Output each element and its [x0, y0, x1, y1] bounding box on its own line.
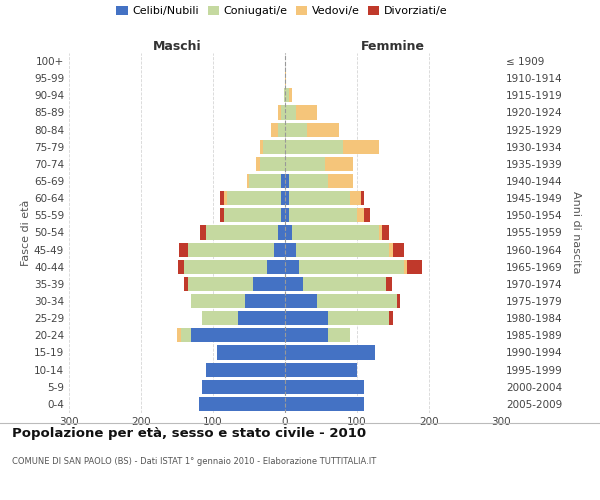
Bar [206, 226, 278, 239]
Bar [328, 311, 389, 325]
Bar [217, 346, 285, 360]
Bar [285, 174, 289, 188]
Bar [281, 174, 285, 188]
Bar [247, 174, 249, 188]
Bar [285, 122, 307, 136]
Bar [386, 277, 392, 291]
Bar [285, 397, 364, 411]
Bar [285, 191, 289, 205]
Bar [267, 260, 285, 274]
Bar [188, 242, 274, 256]
Bar [328, 174, 353, 188]
Bar [285, 242, 296, 256]
Bar [191, 294, 245, 308]
Bar [382, 226, 389, 239]
Text: Femmine: Femmine [361, 40, 425, 54]
Bar [263, 140, 285, 154]
Bar [343, 140, 379, 154]
Bar [199, 397, 285, 411]
Text: Maschi: Maschi [152, 40, 202, 54]
Bar [200, 226, 206, 239]
Bar [256, 157, 260, 171]
Bar [285, 380, 364, 394]
Bar [224, 208, 281, 222]
Bar [303, 277, 386, 291]
Bar [284, 88, 285, 102]
Bar [389, 242, 393, 256]
Bar [245, 294, 285, 308]
Bar [361, 191, 364, 205]
Bar [285, 346, 375, 360]
Bar [393, 242, 404, 256]
Bar [285, 362, 357, 376]
Bar [285, 311, 328, 325]
Bar [184, 277, 188, 291]
Bar [206, 362, 285, 376]
Y-axis label: Anni di nascita: Anni di nascita [571, 191, 581, 274]
Bar [281, 106, 285, 120]
Bar [179, 242, 188, 256]
Bar [289, 174, 328, 188]
Bar [350, 191, 361, 205]
Bar [285, 260, 299, 274]
Text: Popolazione per età, sesso e stato civile - 2010: Popolazione per età, sesso e stato civil… [12, 428, 366, 440]
Bar [271, 122, 278, 136]
Bar [364, 208, 370, 222]
Bar [224, 191, 227, 205]
Bar [281, 208, 285, 222]
Bar [307, 122, 339, 136]
Bar [328, 328, 350, 342]
Bar [188, 277, 253, 291]
Bar [404, 260, 407, 274]
Bar [220, 208, 224, 222]
Bar [281, 191, 285, 205]
Bar [227, 191, 281, 205]
Bar [397, 294, 400, 308]
Bar [285, 140, 343, 154]
Bar [249, 174, 281, 188]
Bar [407, 260, 422, 274]
Text: COMUNE DI SAN PAOLO (BS) - Dati ISTAT 1° gennaio 2010 - Elaborazione TUTTITALIA.: COMUNE DI SAN PAOLO (BS) - Dati ISTAT 1°… [12, 458, 376, 466]
Bar [289, 191, 350, 205]
Bar [285, 328, 328, 342]
Bar [177, 328, 181, 342]
Bar [260, 157, 285, 171]
Bar [285, 208, 289, 222]
Bar [285, 88, 289, 102]
Bar [181, 328, 191, 342]
Bar [289, 88, 292, 102]
Bar [191, 328, 285, 342]
Bar [184, 260, 267, 274]
Bar [278, 122, 285, 136]
Bar [325, 157, 353, 171]
Bar [299, 260, 404, 274]
Bar [289, 208, 357, 222]
Bar [285, 71, 286, 85]
Bar [278, 226, 285, 239]
Bar [389, 311, 393, 325]
Bar [296, 242, 389, 256]
Bar [238, 311, 285, 325]
Bar [202, 380, 285, 394]
Bar [296, 106, 317, 120]
Bar [285, 226, 292, 239]
Bar [285, 157, 325, 171]
Bar [274, 242, 285, 256]
Bar [285, 106, 296, 120]
Bar [202, 311, 238, 325]
Bar [357, 208, 364, 222]
Legend: Celibi/Nubili, Coniugati/e, Vedovi/e, Divorziati/e: Celibi/Nubili, Coniugati/e, Vedovi/e, Di… [116, 6, 448, 16]
Bar [292, 226, 379, 239]
Bar [285, 294, 317, 308]
Bar [379, 226, 382, 239]
Bar [317, 294, 397, 308]
Bar [220, 191, 224, 205]
Bar [285, 277, 303, 291]
Bar [253, 277, 285, 291]
Bar [260, 140, 263, 154]
Bar [278, 106, 281, 120]
Y-axis label: Fasce di età: Fasce di età [21, 200, 31, 266]
Bar [178, 260, 184, 274]
